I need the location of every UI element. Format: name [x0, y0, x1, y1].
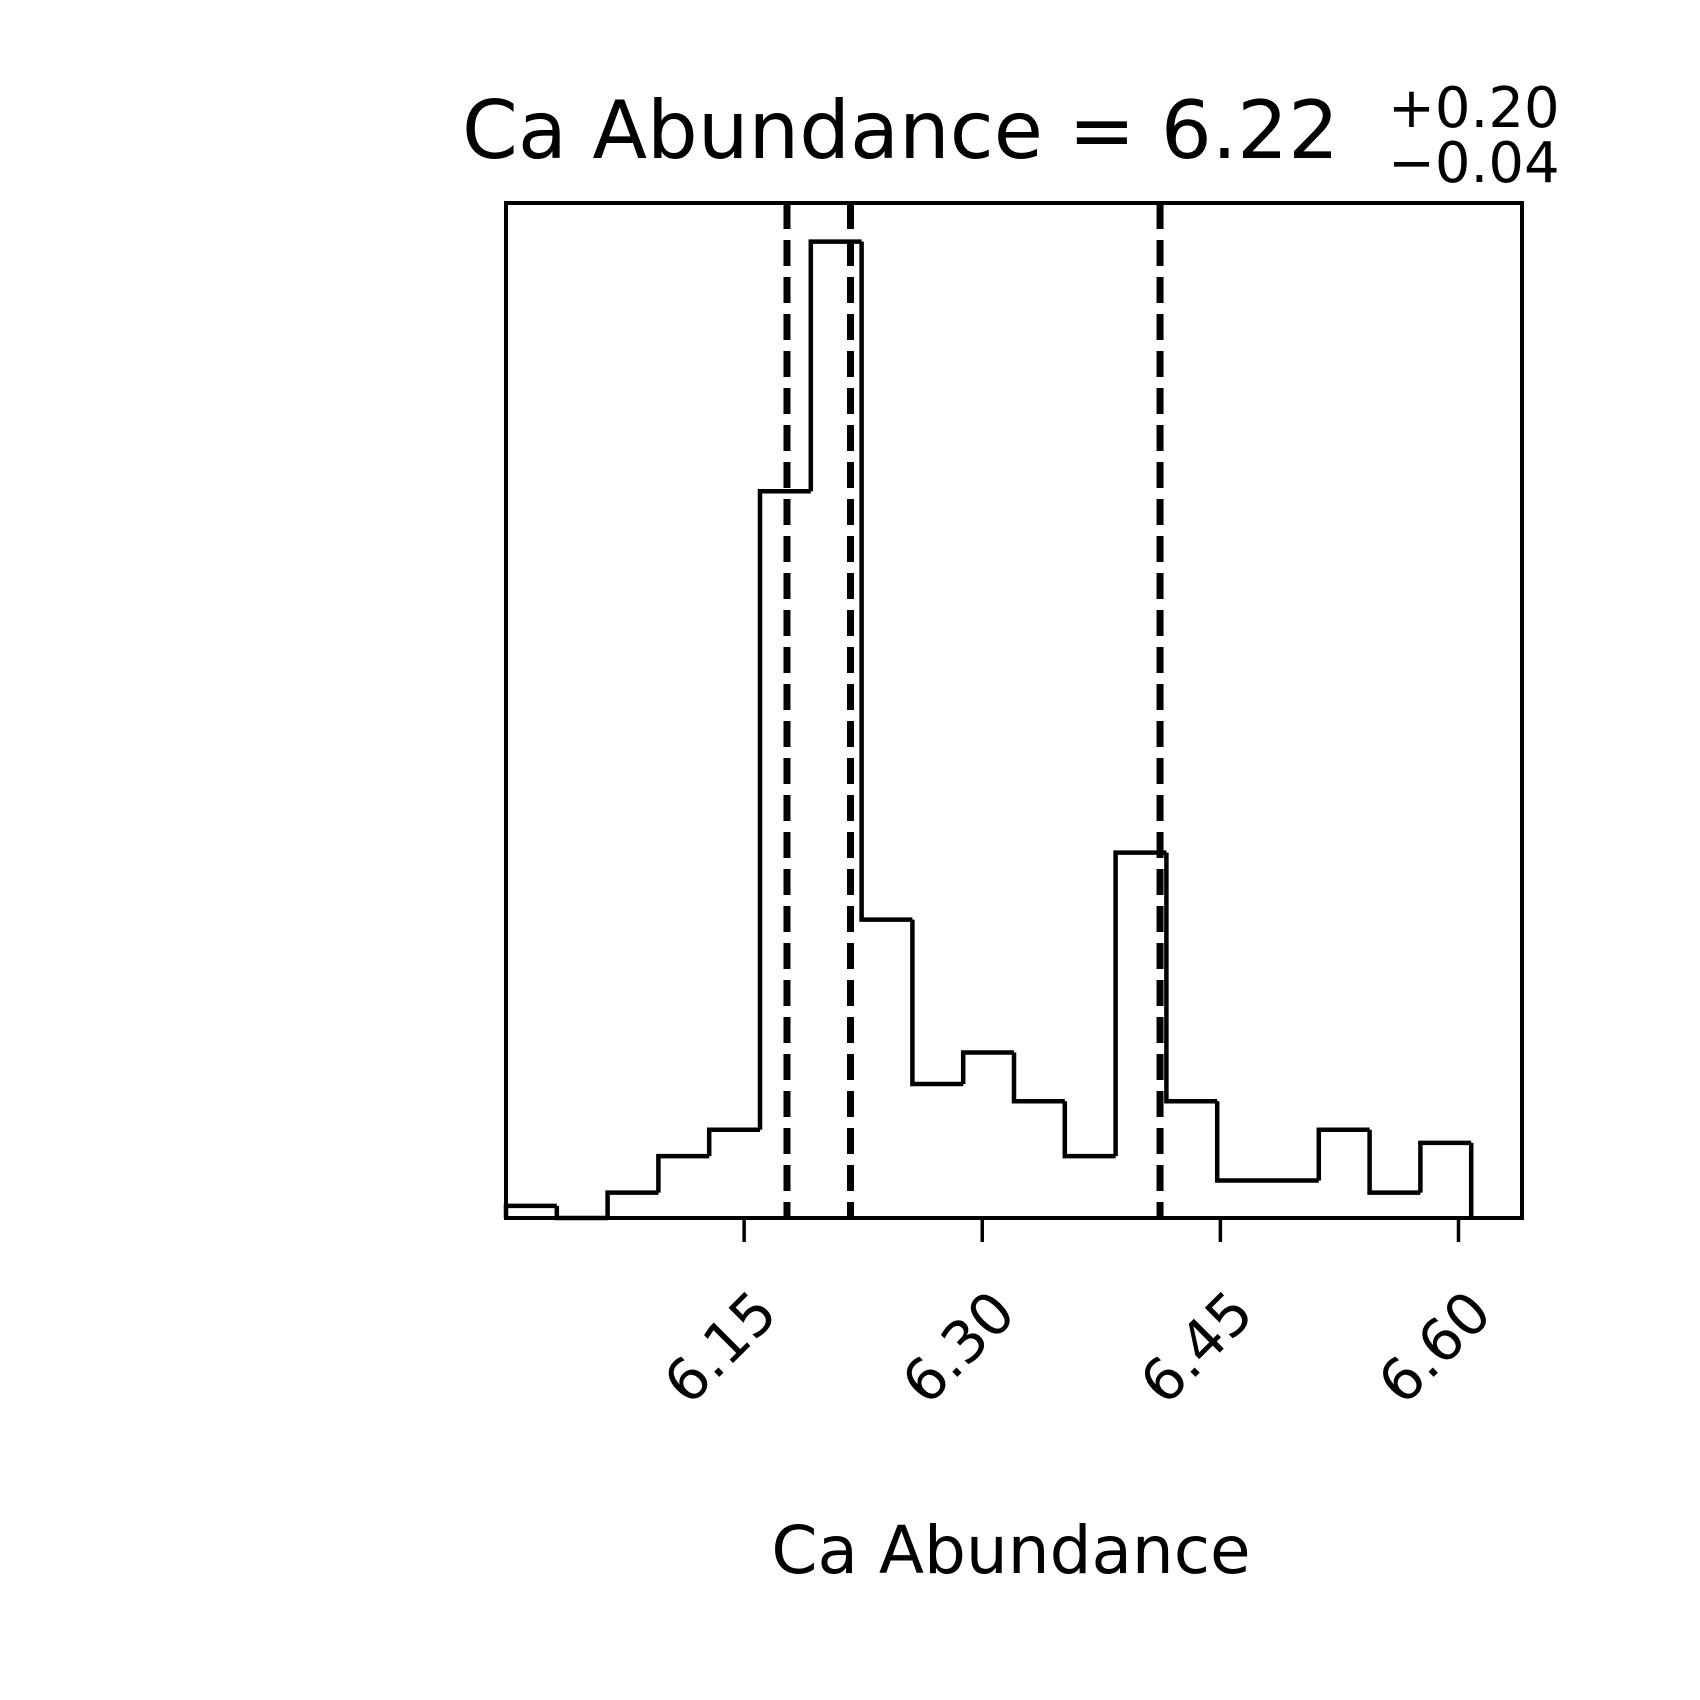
title-label: Ca Abundance — [462, 84, 1043, 177]
histogram-bin — [1011, 1052, 1065, 1104]
histogram-bin — [1113, 850, 1167, 1157]
plot-area — [503, 201, 1524, 1221]
title-value: 6.22 — [1161, 84, 1339, 177]
histogram-bin — [859, 241, 913, 922]
histogram-bin — [1164, 852, 1218, 1104]
x-tick-label: 6.15 — [651, 1278, 790, 1417]
x-tick-label: 6.60 — [1365, 1278, 1504, 1417]
histogram-bin — [656, 1153, 710, 1193]
histogram-bin — [960, 1050, 1014, 1085]
histogram-bin — [1062, 1101, 1116, 1159]
histogram-bin — [808, 239, 862, 492]
histogram-bin — [1367, 1129, 1421, 1195]
plot-frame — [504, 201, 1524, 1220]
histogram-bin — [910, 919, 964, 1087]
histogram-bin — [1214, 1101, 1268, 1183]
histogram-bin — [1316, 1127, 1370, 1181]
x-axis-label: Ca Abundance — [771, 1512, 1250, 1589]
title-text: Ca Abundance = 6.22 — [462, 84, 1339, 177]
histogram-bin — [706, 1127, 760, 1157]
chart-title: Ca Abundance = 6.22 +0.20 −0.04 — [462, 76, 1560, 196]
histogram-bin — [757, 489, 811, 1130]
x-tick-label: 6.45 — [1127, 1278, 1266, 1417]
x-tick-label: 6.30 — [889, 1278, 1028, 1417]
title-lower-error: −0.04 — [1388, 131, 1560, 196]
x-axis: 6.15 6.30 6.45 6.60 — [651, 1218, 1504, 1417]
title-upper-error: +0.20 — [1388, 76, 1560, 141]
histogram-bin — [1418, 1140, 1472, 1193]
title-equals: = — [1068, 84, 1135, 177]
histogram-bin — [605, 1190, 659, 1218]
